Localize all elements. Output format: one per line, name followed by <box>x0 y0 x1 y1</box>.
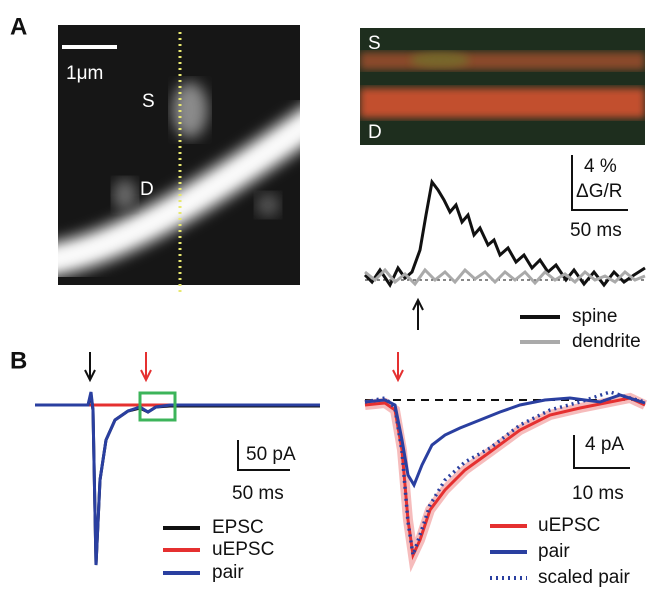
legend-label: uEPSC <box>212 539 274 560</box>
spine-trace <box>363 178 646 289</box>
legend-label: dendrite <box>572 331 641 352</box>
uepsc-trace <box>364 396 646 561</box>
stimulus-arrow <box>84 352 96 383</box>
scale-label: 50 ms <box>570 220 622 241</box>
scale-bar <box>237 440 290 471</box>
panel-label: B <box>10 347 27 374</box>
dendrite-label: D <box>140 179 154 200</box>
panel-label: A <box>10 13 27 40</box>
scaled-pair-trace <box>364 390 646 556</box>
linescan-image <box>360 28 645 145</box>
epsc-trace <box>35 394 320 566</box>
stimulus-arrow <box>392 352 404 383</box>
scale-label: 4 % <box>584 156 617 177</box>
legend-label: pair <box>212 562 244 583</box>
scale-label: ΔG/R <box>576 181 622 202</box>
scale-bar <box>573 435 630 469</box>
scale-label: 4 pA <box>585 434 624 455</box>
legend-label: EPSC <box>212 517 264 538</box>
uepsc-sem <box>364 392 648 573</box>
scale-label: 10 ms <box>572 483 624 504</box>
scale-label: 50 pA <box>246 444 296 465</box>
zoom-box <box>138 391 177 422</box>
legend-label: spine <box>572 306 617 327</box>
spine-label: S <box>142 91 155 112</box>
dendrite-trace <box>364 267 646 287</box>
scale-label: 50 ms <box>232 483 284 504</box>
stimulus-arrow <box>140 352 152 383</box>
dendrite-label: D <box>368 122 382 143</box>
scale-bar <box>571 155 628 211</box>
legend-label: scaled pair <box>538 567 631 588</box>
pair-trace <box>35 391 320 566</box>
scale-label: 1μm <box>66 63 103 84</box>
legend-label: uEPSC <box>538 515 600 536</box>
stimulus-arrow <box>412 297 424 330</box>
legend-label: pair <box>538 541 570 562</box>
spine-label: S <box>368 33 381 54</box>
